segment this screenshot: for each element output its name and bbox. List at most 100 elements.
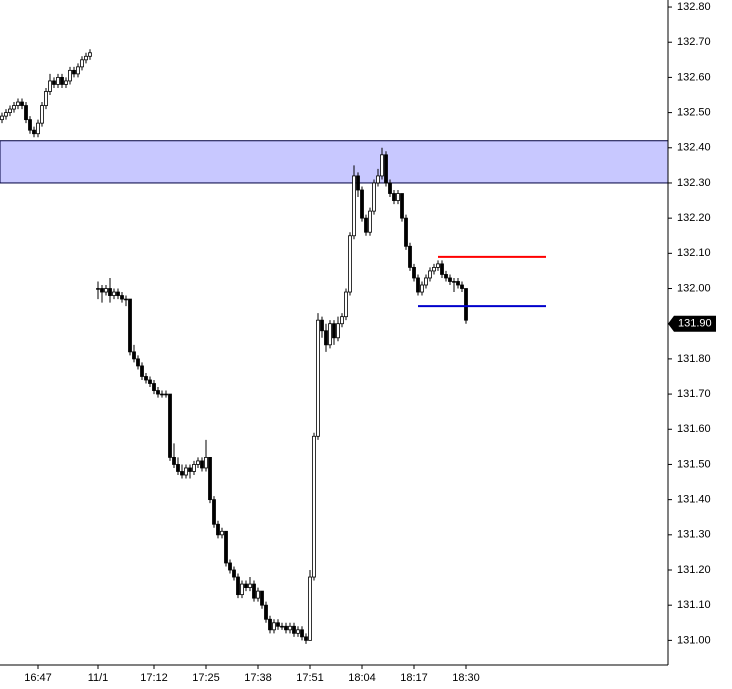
candle-body: [52, 80, 56, 85]
candle-body: [88, 52, 92, 57]
candle-body: [336, 323, 340, 339]
candle-body: [360, 189, 364, 219]
y-tick-label: 132.60: [677, 71, 711, 83]
candle-body: [248, 583, 252, 588]
candle-body: [108, 288, 112, 296]
candle-body: [172, 457, 176, 465]
candle-body: [424, 277, 428, 286]
candle-body: [460, 284, 464, 289]
candle-body: [36, 122, 40, 135]
candle-body: [40, 105, 44, 124]
candle-body: [136, 358, 140, 367]
candle-body: [76, 66, 80, 75]
x-tick-label: 11/1: [88, 672, 109, 684]
candle-body: [440, 263, 444, 275]
y-tick-label: 131.40: [677, 494, 711, 506]
candle-body: [72, 69, 76, 75]
candle-body: [156, 390, 160, 395]
candle-body: [104, 288, 108, 293]
x-tick-label: 18:17: [400, 672, 428, 684]
candle-body: [220, 530, 224, 536]
candle-body: [168, 393, 172, 458]
candle-body: [432, 267, 436, 272]
candle-body: [324, 330, 328, 346]
x-tick-label: 17:38: [244, 672, 272, 684]
candle-layer: [0, 49, 546, 644]
candle-body: [320, 319, 324, 332]
candle-body: [444, 274, 448, 279]
candle-body: [228, 562, 232, 571]
y-tick-label: 131.80: [677, 353, 711, 365]
candle-body: [464, 288, 468, 321]
candle-body: [216, 523, 220, 536]
candle-body: [340, 316, 344, 325]
candle-body: [124, 298, 128, 301]
candle-body: [372, 182, 376, 212]
candle-body: [224, 530, 228, 564]
candle-body: [148, 379, 152, 384]
candle-body: [300, 629, 304, 638]
candle-body: [276, 622, 280, 627]
candle-body: [184, 467, 188, 476]
candle-body: [12, 105, 16, 110]
y-tick-label: 132.00: [677, 282, 711, 294]
candle-body: [256, 590, 260, 599]
candle-body: [48, 80, 52, 92]
candle-body: [236, 576, 240, 596]
candle-body: [252, 583, 256, 599]
candle-body: [364, 217, 368, 233]
candle-body: [32, 129, 36, 135]
candle-body: [268, 618, 272, 631]
candle-body: [292, 625, 296, 634]
candle-body: [144, 376, 148, 381]
y-tick-label: 131.50: [677, 458, 711, 470]
candle-body: [448, 277, 452, 282]
candle-body: [452, 281, 456, 283]
candle-body: [44, 91, 48, 106]
candle-body: [332, 323, 336, 339]
candle-body: [380, 154, 384, 177]
candle-body: [456, 281, 460, 286]
candle-body: [192, 464, 196, 472]
candle-body: [116, 291, 120, 296]
candle-body: [100, 288, 104, 293]
candle-body: [328, 323, 332, 346]
candle-body: [400, 193, 404, 219]
candle-body: [200, 460, 204, 469]
candle-body: [352, 175, 356, 237]
candle-body: [16, 101, 20, 106]
x-tick-label: 18:04: [348, 672, 376, 684]
candle-body: [196, 460, 200, 465]
candle-body: [312, 435, 316, 578]
y-tick-label: 131.20: [677, 564, 711, 576]
candle-body: [356, 175, 360, 191]
candle-body: [56, 77, 60, 85]
axis-layer: 131.00 131.10 131.20 131.30 131.40 131.50 131.…: [24, 1, 716, 684]
candle-body: [368, 210, 372, 233]
candle-body: [296, 629, 300, 634]
candle-body: [204, 457, 208, 469]
candle-body: [4, 112, 8, 117]
candle-body: [260, 590, 264, 606]
candle-body: [188, 467, 192, 472]
price-zone: [0, 140, 669, 184]
candle-body: [152, 383, 156, 391]
candle-body: [140, 365, 144, 377]
y-tick-label: 131.30: [677, 529, 711, 541]
candle-body: [280, 625, 284, 628]
y-tick-label: 131.00: [677, 634, 711, 646]
y-tick-label: 132.40: [677, 142, 711, 154]
y-tick-label: 132.10: [677, 247, 711, 259]
candle-body: [272, 622, 276, 631]
candle-body: [176, 464, 180, 472]
candle-body: [376, 175, 380, 184]
x-tick-label: 17:12: [140, 672, 168, 684]
candle-body: [64, 80, 68, 85]
candle-body: [288, 625, 292, 631]
last-price-label: 131.90: [678, 318, 712, 330]
candle-body: [244, 583, 248, 588]
candle-body: [84, 55, 88, 61]
candle-body: [128, 298, 132, 353]
candle-body: [412, 267, 416, 279]
